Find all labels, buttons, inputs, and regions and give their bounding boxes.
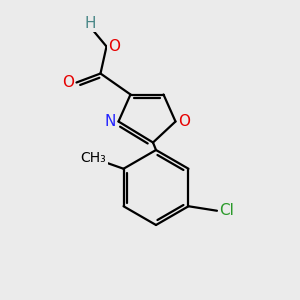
Text: CH₃: CH₃ <box>81 151 106 165</box>
Text: N: N <box>104 114 116 129</box>
Text: O: O <box>108 39 120 54</box>
Text: O: O <box>62 75 74 90</box>
Text: O: O <box>178 114 190 129</box>
Text: H: H <box>84 16 96 31</box>
Text: Cl: Cl <box>219 203 234 218</box>
